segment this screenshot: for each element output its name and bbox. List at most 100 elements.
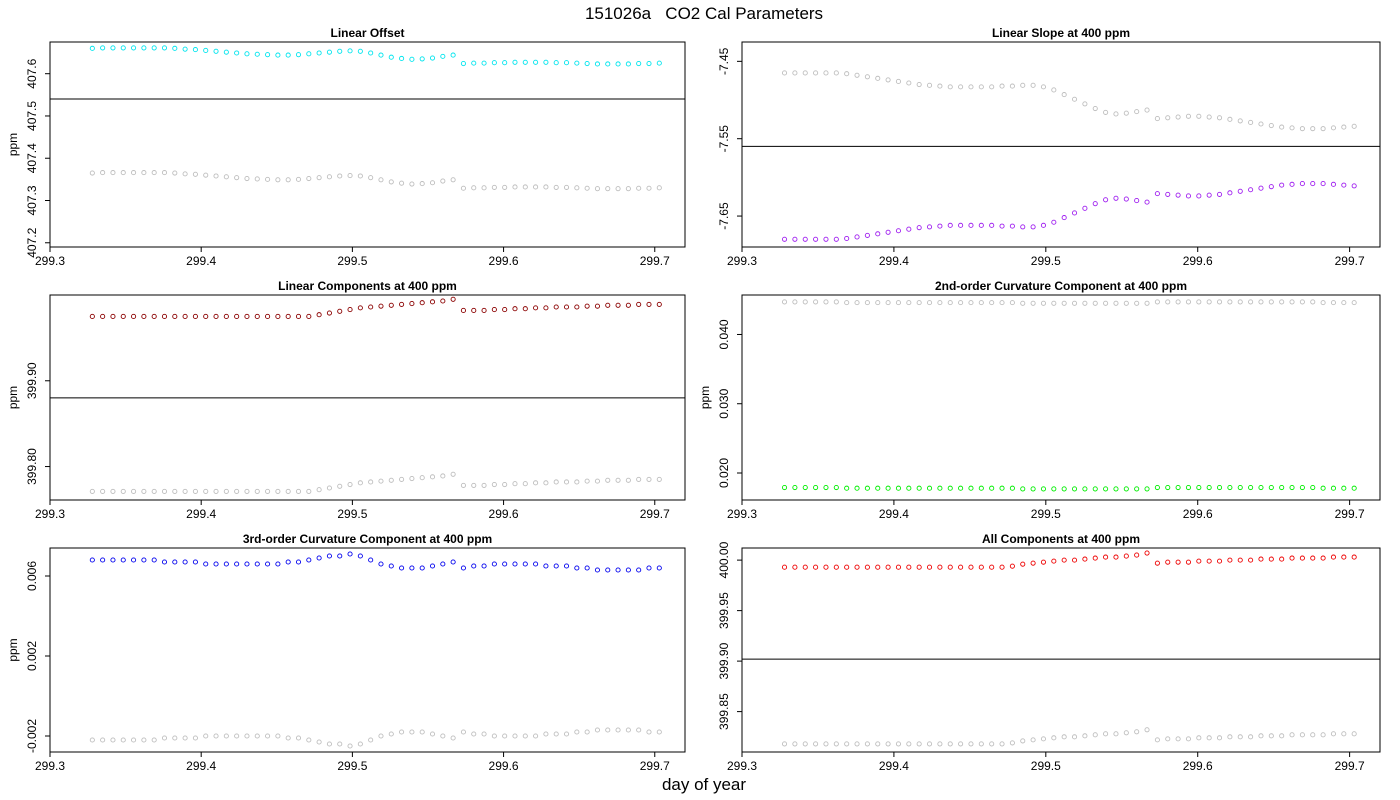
x-tick-label: 299.7: [640, 507, 670, 521]
data-point: [512, 59, 518, 65]
data-point: [895, 564, 902, 570]
gray-point: [1248, 734, 1254, 740]
data-point: [885, 229, 891, 235]
x-tick-label: 299.5: [337, 507, 367, 521]
data-point: [1341, 485, 1347, 491]
x-tick-label: 299.3: [727, 507, 757, 521]
data-point: [409, 56, 415, 62]
gray-point: [968, 84, 974, 90]
gray-point: [223, 174, 229, 180]
data-point: [471, 563, 477, 569]
gray-point: [625, 727, 631, 733]
gray-point: [151, 737, 157, 743]
gray-point: [1330, 125, 1337, 131]
gray-point: [792, 299, 798, 305]
data-point: [906, 564, 912, 570]
data-point: [141, 557, 147, 563]
data-point: [223, 313, 229, 319]
data-point: [792, 236, 798, 242]
data-point: [1123, 553, 1129, 559]
data-point: [89, 45, 95, 51]
gray-point: [1196, 113, 1202, 119]
data-point: [1299, 181, 1305, 187]
data-point: [1103, 554, 1109, 560]
gray-point: [306, 175, 312, 182]
data-point: [1216, 484, 1223, 491]
data-point: [781, 484, 788, 491]
gray-point: [854, 300, 860, 306]
gray-point: [285, 177, 291, 183]
x-tick-label: 299.3: [727, 254, 757, 268]
x-tick-label: 299.7: [640, 759, 670, 773]
data-point: [625, 567, 631, 573]
panel-4: 2nd-order Curvature Component at 400 ppm…: [698, 279, 1381, 521]
gray-point: [1103, 109, 1109, 115]
gray-point: [316, 487, 322, 493]
data-point: [646, 61, 652, 67]
gray-point: [1020, 738, 1026, 744]
gray-point: [110, 170, 116, 176]
gray-point: [978, 300, 984, 306]
gray-point: [605, 727, 611, 733]
data-point: [594, 61, 600, 67]
gray-point: [1123, 300, 1129, 306]
data-point: [958, 485, 964, 491]
data-point: [409, 301, 415, 307]
data-point: [1165, 484, 1171, 491]
gray-point: [522, 184, 528, 190]
gray-point: [100, 488, 106, 494]
gray-point: [646, 185, 652, 191]
data-point: [833, 236, 839, 242]
data-point: [1092, 555, 1098, 561]
gray-point: [1216, 735, 1223, 741]
data-point: [1351, 554, 1357, 560]
data-point: [553, 563, 559, 569]
data-point: [1206, 484, 1212, 491]
gray-point: [1185, 736, 1192, 742]
gray-point: [1258, 121, 1264, 127]
gray-point: [895, 300, 902, 306]
gray-point: [885, 300, 891, 306]
gray-point: [471, 482, 477, 488]
data-point: [450, 52, 456, 58]
data-point: [110, 313, 116, 319]
data-point: [958, 564, 964, 570]
gray-point: [316, 739, 322, 745]
y-tick-label: 400.00: [717, 541, 731, 578]
gray-point: [636, 476, 642, 482]
data-point: [223, 561, 229, 567]
gray-point: [172, 170, 178, 176]
gray-point: [656, 476, 662, 482]
data-point: [864, 485, 870, 491]
gray-point: [875, 741, 881, 747]
gray-point: [275, 177, 281, 183]
gray-point: [512, 733, 518, 739]
gray-point: [223, 733, 229, 739]
gray-point: [999, 83, 1005, 89]
gray-point: [316, 175, 322, 181]
data-point: [605, 567, 611, 573]
gray-point: [172, 488, 178, 494]
data-point: [1113, 195, 1119, 201]
gray-point: [1030, 82, 1036, 88]
points-group: [781, 70, 1357, 242]
gray-point: [1206, 299, 1212, 305]
gray-point: [265, 733, 271, 739]
panel-title: 3rd-order Curvature Component at 400 ppm: [243, 532, 492, 546]
x-tick-label: 299.5: [337, 759, 367, 773]
data-point: [1206, 558, 1212, 564]
gray-point: [491, 184, 497, 190]
data-point: [1268, 556, 1274, 562]
gray-point: [1040, 736, 1047, 742]
data-point: [254, 313, 260, 319]
data-point: [1134, 552, 1140, 558]
data-point: [388, 563, 394, 569]
gray-point: [1009, 83, 1015, 89]
data-point: [543, 563, 549, 569]
data-point: [1009, 223, 1015, 229]
gray-point: [491, 482, 497, 488]
data-point: [326, 49, 332, 55]
gray-point: [1196, 299, 1202, 305]
data-point: [234, 561, 240, 567]
data-point: [481, 307, 487, 313]
